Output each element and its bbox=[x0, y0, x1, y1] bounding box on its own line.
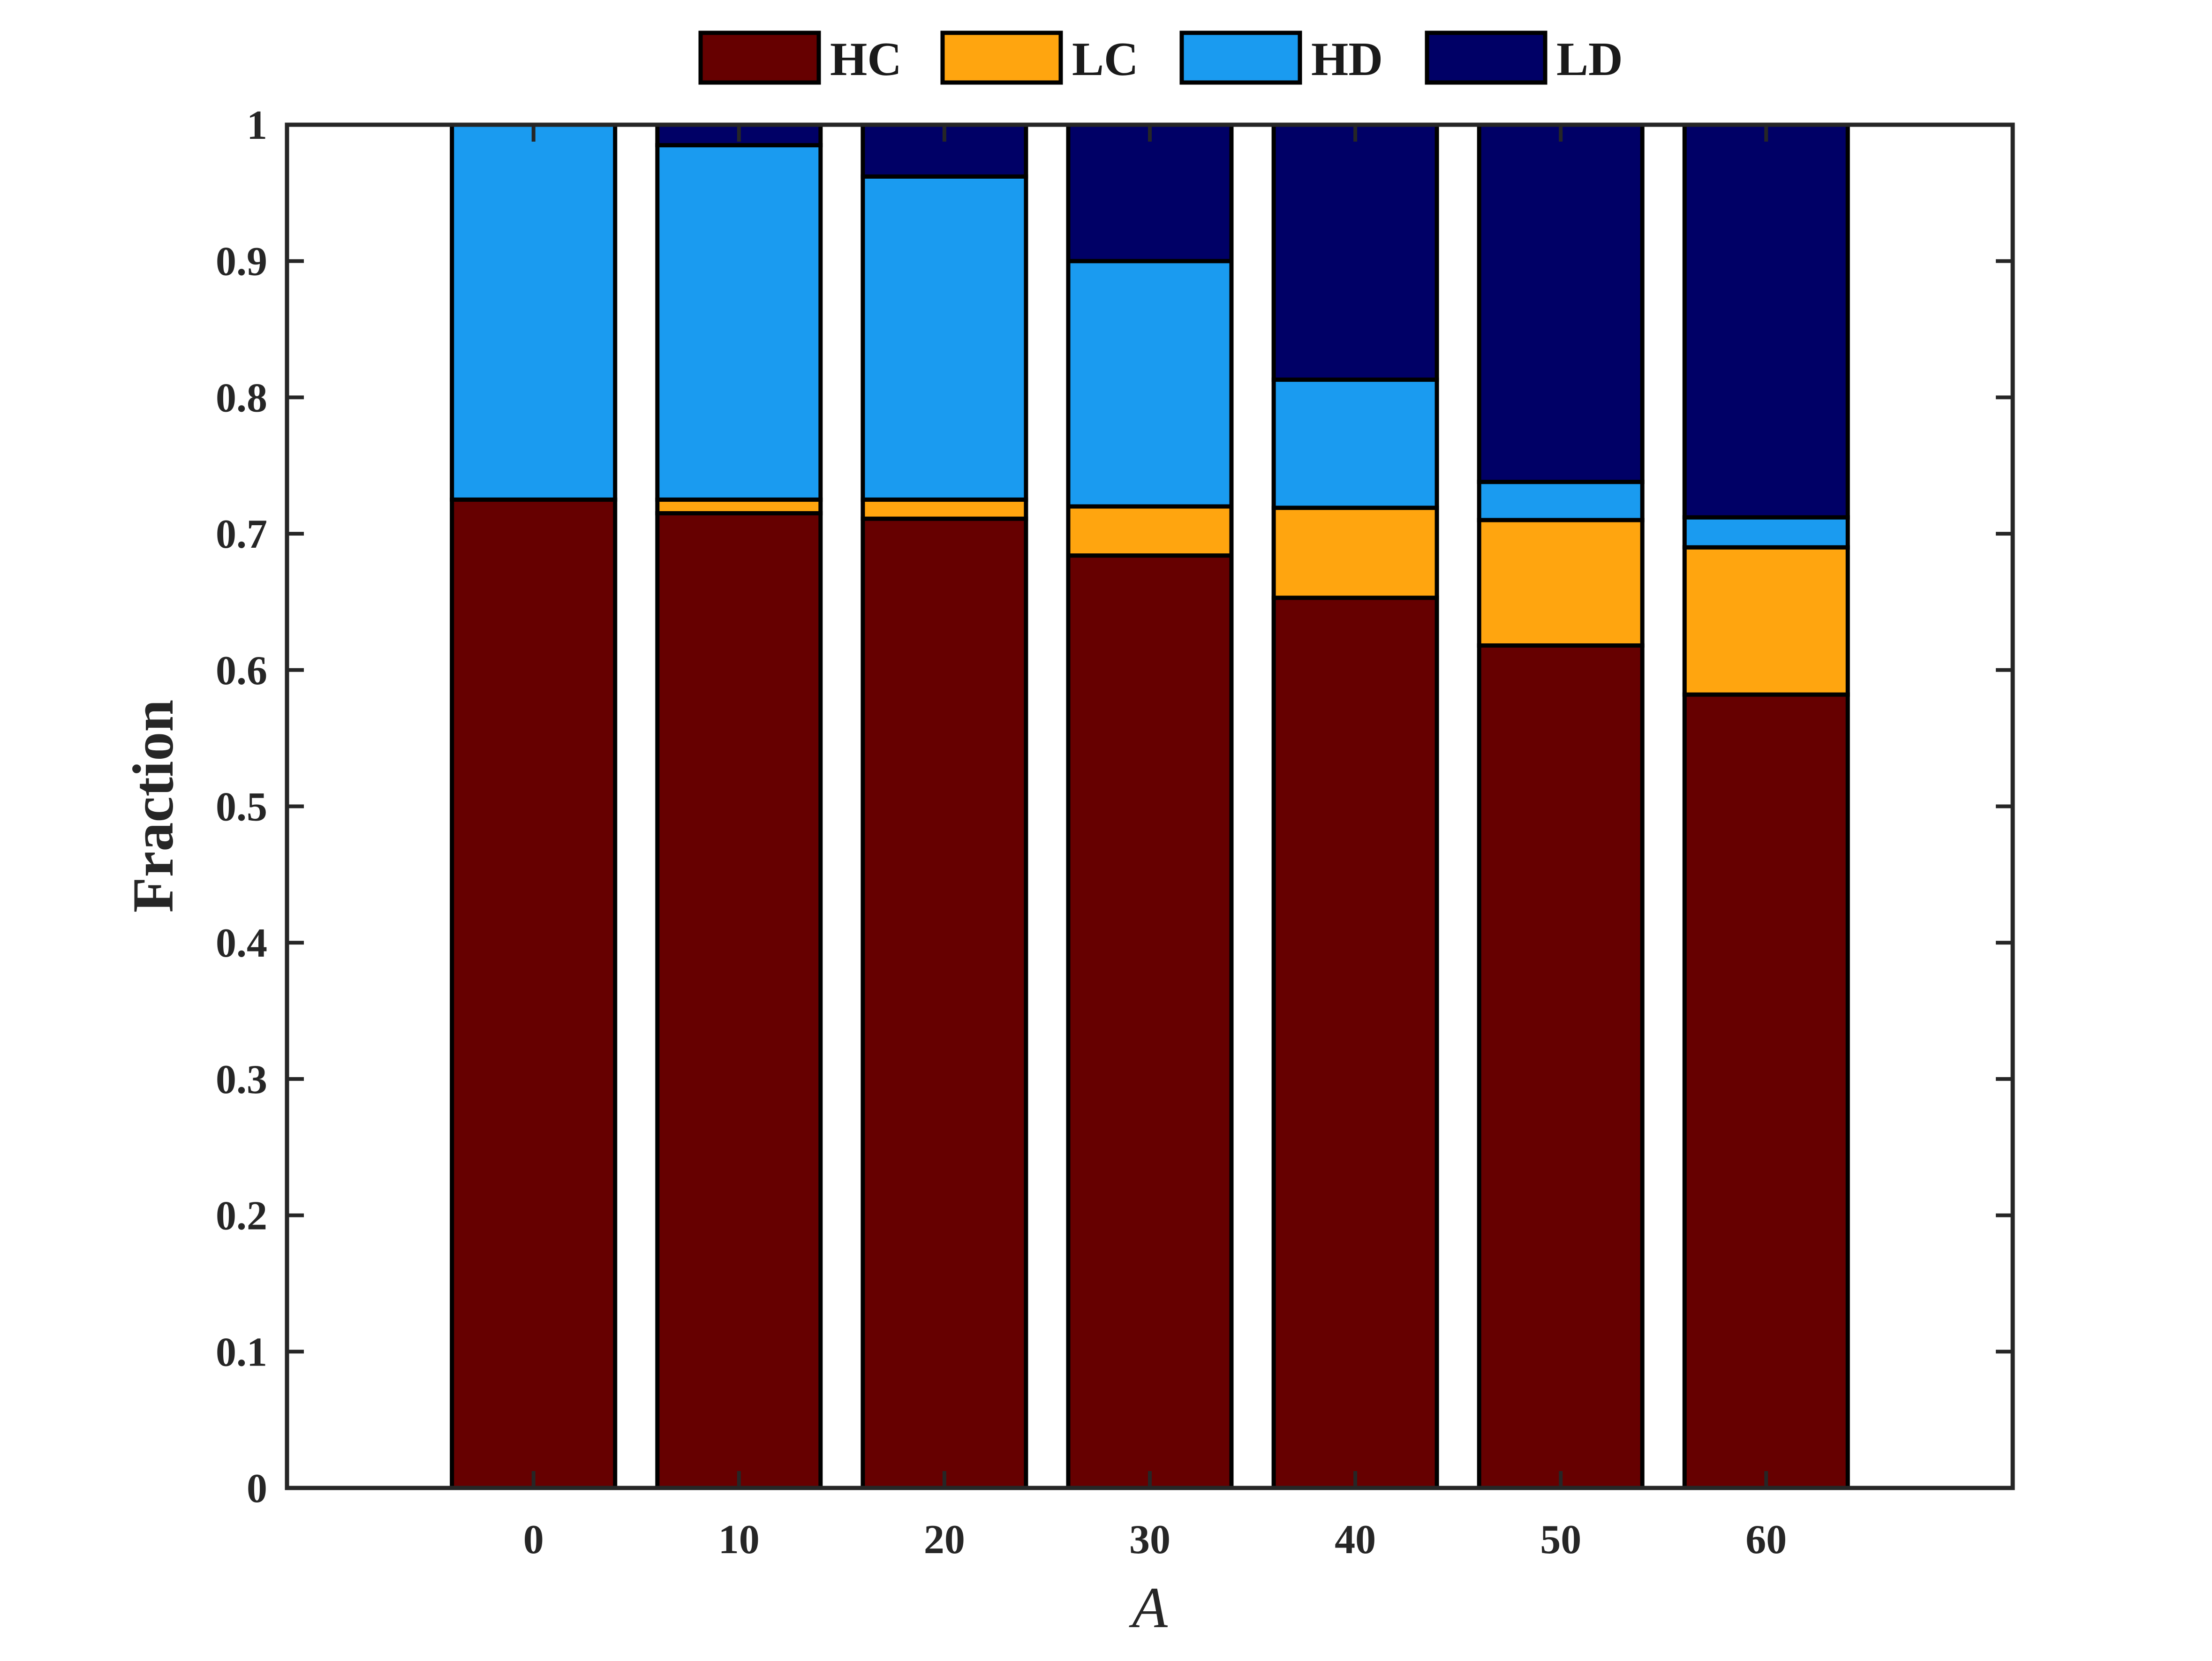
x-tick-label: 40 bbox=[1335, 1517, 1376, 1563]
legend-label-hd: HD bbox=[1311, 33, 1383, 86]
x-tick-label: 20 bbox=[924, 1517, 965, 1563]
y-tick-label: 0.8 bbox=[216, 375, 267, 421]
bar-lc-20 bbox=[861, 497, 1028, 521]
y-tick-label: 0.1 bbox=[216, 1329, 267, 1375]
legend-swatch-ld bbox=[1425, 30, 1548, 85]
bar-hd-50 bbox=[1477, 480, 1645, 522]
y-tick-label: 0.5 bbox=[216, 785, 267, 830]
bar-ld-60 bbox=[1682, 122, 1850, 520]
bar-hc-40 bbox=[1271, 596, 1439, 1490]
y-axis-title: Fraction bbox=[121, 700, 185, 913]
legend-label-ld: LD bbox=[1556, 33, 1623, 86]
x-tick-label: 30 bbox=[1129, 1517, 1170, 1563]
x-tick-labels: 0 10 20 30 40 50 60 bbox=[523, 1517, 1787, 1563]
bar-hc-30 bbox=[1066, 553, 1234, 1490]
x-tick-label: 0 bbox=[523, 1517, 544, 1563]
bar-hc-50 bbox=[1477, 643, 1645, 1490]
legend-swatch-hd bbox=[1179, 30, 1302, 85]
bar-lc-50 bbox=[1477, 518, 1645, 648]
legend-label-lc: LC bbox=[1072, 33, 1139, 86]
bar-hc-10 bbox=[655, 511, 823, 1490]
x-tick-label: 10 bbox=[718, 1517, 760, 1563]
plot-frame bbox=[285, 122, 2015, 1490]
legend: HC LC HD LD bbox=[698, 30, 1623, 86]
y-tick-labels: 0 0.1 0.2 0.3 0.4 0.5 0.6 0.7 0.8 0.9 1 bbox=[216, 103, 267, 1511]
bar-ld-50 bbox=[1477, 122, 1645, 484]
bar-hd-40 bbox=[1271, 378, 1439, 510]
y-tick-label: 1 bbox=[247, 103, 267, 148]
legend-swatch-hc bbox=[698, 30, 821, 85]
bar-hd-30 bbox=[1066, 259, 1234, 509]
bar-hd-10 bbox=[655, 143, 823, 502]
bar-hd-0 bbox=[450, 122, 618, 502]
legend-swatch-lc bbox=[940, 30, 1063, 85]
y-tick-label: 0.2 bbox=[216, 1193, 267, 1239]
y-tick-label: 0.7 bbox=[216, 512, 267, 557]
bar-hc-0 bbox=[450, 497, 618, 1490]
y-tick-label: 0.6 bbox=[216, 648, 267, 694]
bar-ld-40 bbox=[1271, 122, 1439, 382]
x-tick-label: 50 bbox=[1540, 1517, 1581, 1563]
bar-lc-30 bbox=[1066, 504, 1234, 558]
bar-hc-20 bbox=[861, 516, 1028, 1490]
bar-ld-30 bbox=[1066, 122, 1234, 264]
bar-lc-40 bbox=[1271, 506, 1439, 600]
y-tick-label: 0 bbox=[247, 1466, 267, 1511]
x-axis-title: A bbox=[1129, 1576, 1168, 1640]
bars bbox=[450, 122, 1850, 1490]
bar-hc-60 bbox=[1682, 692, 1850, 1490]
y-tick-label: 0.9 bbox=[216, 239, 267, 285]
y-tick-label: 0.4 bbox=[216, 921, 267, 966]
bar-hd-60 bbox=[1682, 515, 1850, 550]
legend-label-hc: HC bbox=[830, 33, 902, 86]
bar-lc-10 bbox=[655, 497, 823, 515]
bar-hd-20 bbox=[861, 174, 1028, 502]
x-tick-label: 60 bbox=[1745, 1517, 1787, 1563]
y-tick-label: 0.3 bbox=[216, 1057, 267, 1102]
bar-lc-60 bbox=[1682, 545, 1850, 697]
